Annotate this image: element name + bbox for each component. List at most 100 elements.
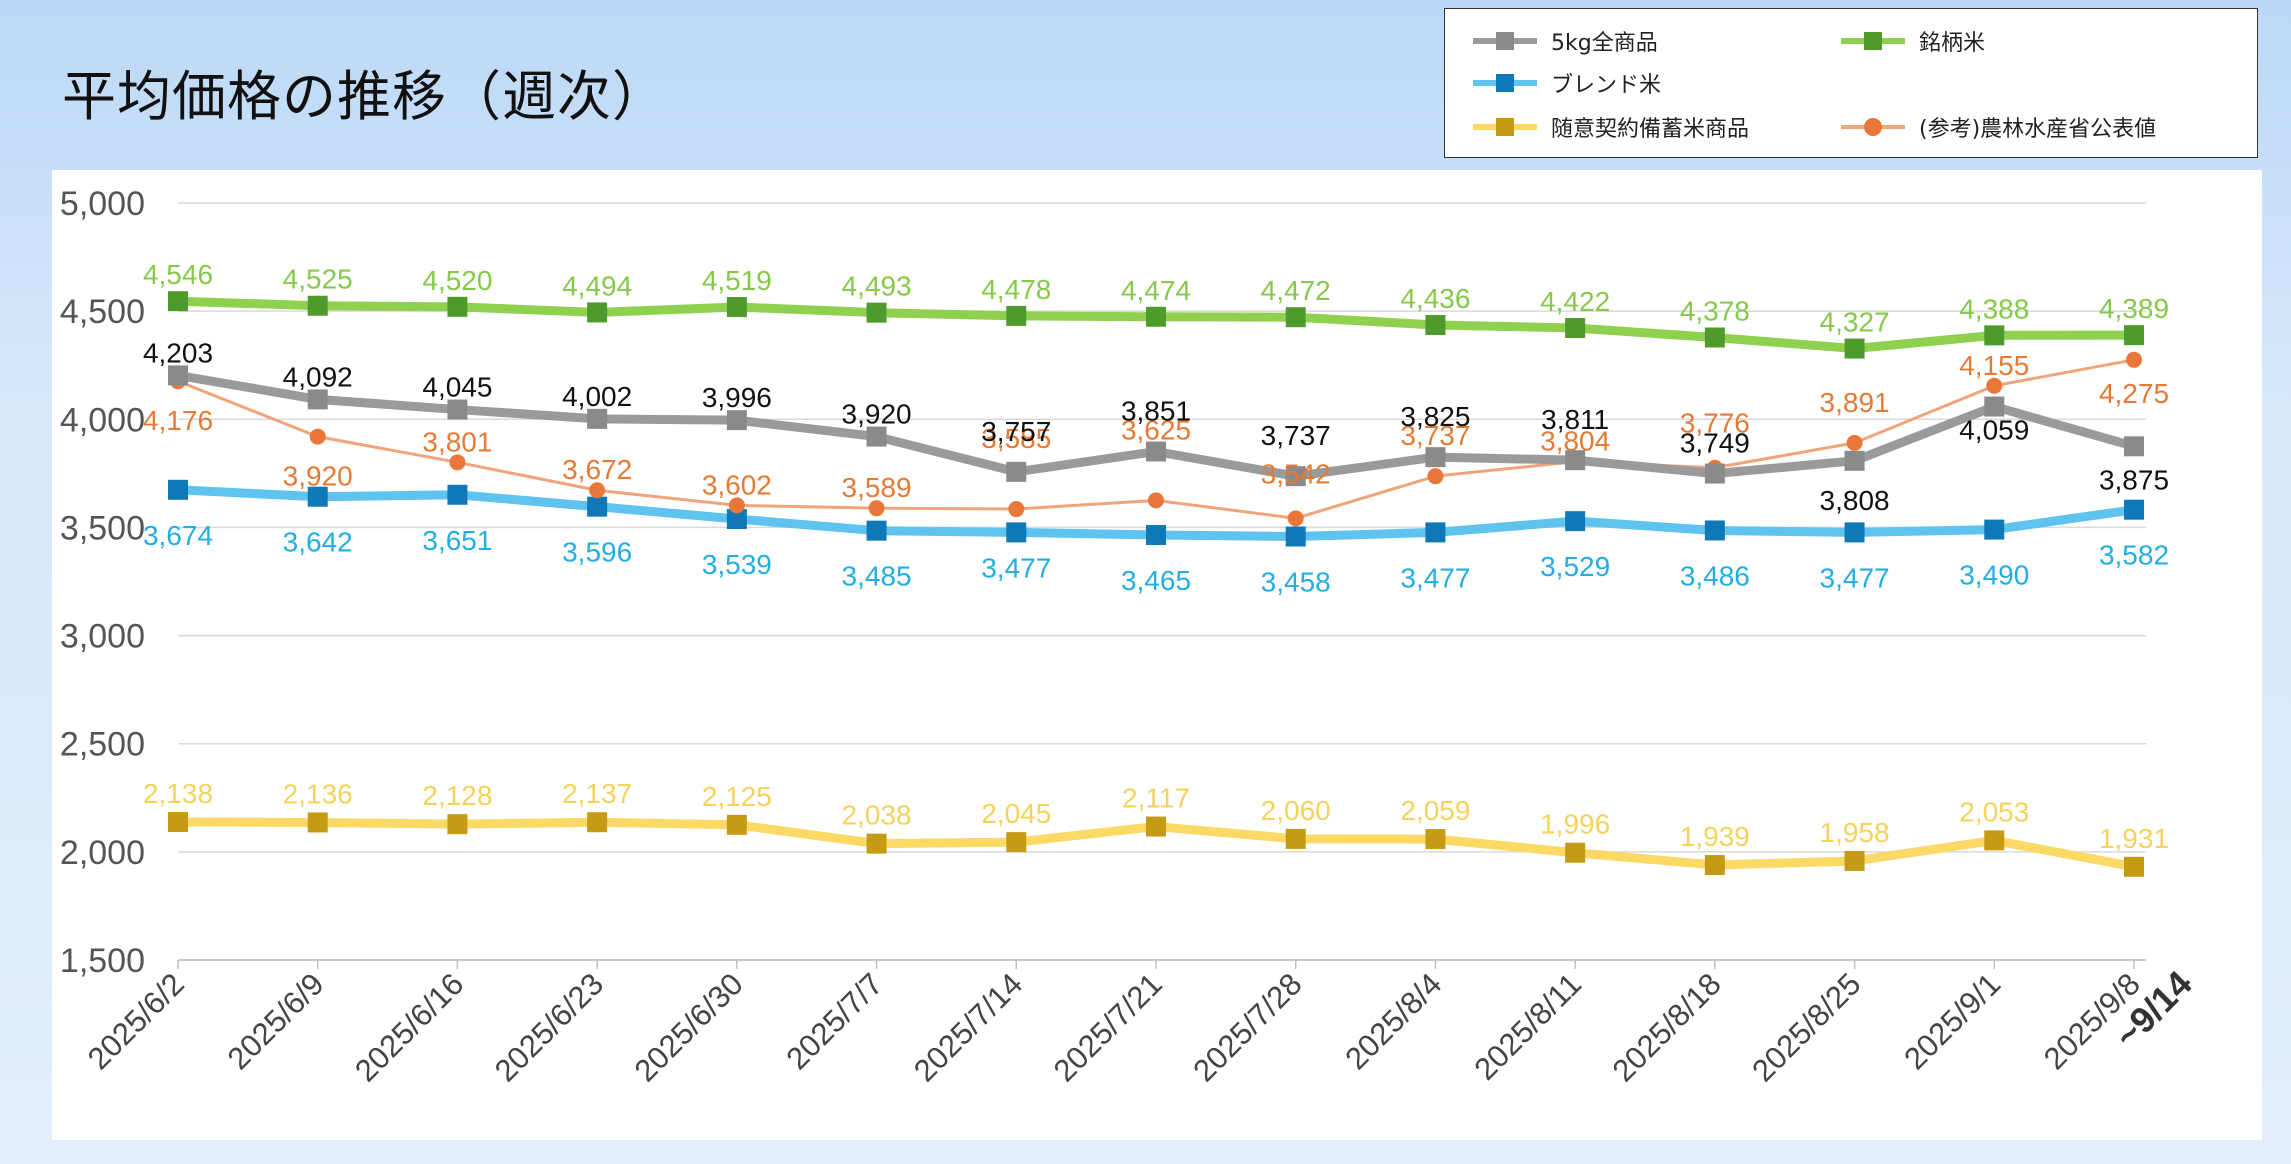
data-label: 3,477: [1400, 562, 1470, 593]
data-point: [1984, 519, 2005, 540]
legend-swatch-maff-reference: [1841, 115, 1905, 139]
data-point: [1285, 466, 1306, 487]
data-label: 4,422: [1540, 286, 1610, 317]
data-label: 3,602: [702, 469, 772, 500]
data-label: 4,436: [1400, 283, 1470, 314]
data-label: 3,582: [2099, 540, 2169, 571]
x-tick-label: 2025/8/25: [1745, 966, 1867, 1088]
data-label: 3,542: [1261, 458, 1331, 489]
data-point: [1425, 447, 1446, 468]
data-label: 1,958: [1820, 817, 1890, 848]
data-point: [587, 302, 608, 323]
data-label: 3,996: [702, 382, 772, 413]
data-label: 4,092: [283, 361, 353, 392]
data-label: 4,176: [143, 405, 213, 436]
data-point: [1844, 338, 1865, 359]
legend-swatch-5kg-all: [1473, 29, 1537, 53]
data-label: 3,808: [1820, 485, 1890, 516]
data-label: 2,059: [1400, 795, 1470, 826]
data-label: 3,851: [1121, 396, 1191, 427]
page-title: 平均価格の推移（週次）: [62, 65, 667, 128]
y-tick-label: 3,000: [60, 618, 145, 656]
data-label: 4,203: [143, 337, 213, 368]
legend-item-blend-rice[interactable]: ブレンド米: [1473, 67, 1661, 99]
data-label: 4,327: [1820, 307, 1890, 338]
data-point: [168, 479, 188, 500]
data-label: 4,493: [842, 271, 912, 302]
legend-swatch-blend-rice: [1473, 71, 1537, 95]
legend-item-5kg-all[interactable]: 5kg全商品: [1473, 25, 1658, 57]
plot-area: 1,500 2,000 2,500 3,000 3,500 4,000 4,500 5,000…: [52, 170, 2262, 1140]
data-label: 3,539: [702, 549, 772, 580]
data-label: 3,465: [1121, 565, 1191, 596]
data-point: [866, 426, 887, 447]
data-label: 3,737: [1261, 420, 1331, 451]
data-point: [1146, 816, 1166, 837]
legend-swatch-stockpile-rice: [1473, 115, 1537, 139]
data-label: 3,651: [422, 525, 492, 556]
data-point: [307, 389, 328, 410]
data-label: 3,458: [1261, 567, 1331, 598]
legend-label: (参考)農林水産省公表値: [1919, 117, 2157, 142]
data-label: 3,757: [981, 416, 1051, 447]
data-label: 2,138: [143, 778, 213, 809]
y-tick-label: 2,500: [60, 726, 145, 764]
x-tick-label: 2025/6/2: [81, 966, 191, 1076]
data-point: [1006, 461, 1027, 482]
x-tick-label: 2025/6/30: [628, 966, 750, 1088]
data-point: [1846, 434, 1863, 451]
data-label: 2,045: [981, 798, 1051, 829]
data-label: 4,059: [1959, 415, 2029, 446]
data-label: 4,002: [562, 381, 632, 412]
data-point: [2124, 436, 2144, 457]
data-label: 4,494: [562, 270, 632, 301]
data-point: [1984, 325, 2005, 346]
data-point: [726, 508, 747, 529]
data-label: 3,642: [283, 527, 353, 558]
y-tick-label: 3,500: [60, 509, 145, 547]
data-point: [307, 486, 328, 507]
x-tick-label: 2025/9/1: [1897, 966, 2007, 1076]
data-label: 4,472: [1261, 275, 1331, 306]
data-point: [1285, 307, 1306, 328]
data-label: 4,045: [422, 372, 492, 403]
legend-label: 5kg全商品: [1551, 31, 1658, 56]
data-label: 3,477: [1820, 562, 1890, 593]
data-point: [1006, 522, 1027, 543]
data-label: 2,053: [1959, 796, 2029, 827]
data-point: [1006, 832, 1027, 853]
data-point: [1565, 450, 1586, 471]
x-tick-label: 2025/8/4: [1338, 966, 1448, 1076]
data-label: 4,378: [1680, 296, 1750, 327]
data-label: 4,520: [422, 265, 492, 296]
data-label: 1,996: [1540, 809, 1610, 840]
data-point: [2124, 856, 2144, 877]
legend-item-stockpile-rice[interactable]: 随意契約備蓄米商品: [1473, 111, 1749, 143]
data-point: [1148, 492, 1164, 509]
data-point: [1146, 441, 1166, 462]
x-tick-label: 2025/7/7: [779, 966, 889, 1076]
x-tick-label: 2025/8/18: [1606, 966, 1728, 1088]
legend-swatch-brand-rice: [1841, 29, 1905, 53]
data-label: 3,749: [1680, 428, 1750, 459]
data-label: 3,674: [143, 520, 213, 551]
data-point: [868, 500, 885, 517]
data-label: 4,155: [1959, 350, 2029, 381]
data-label: 3,485: [842, 561, 912, 592]
y-tick-label: 1,500: [60, 942, 145, 980]
x-tick-label: 2025/8/11: [1467, 966, 1588, 1087]
data-label: 4,474: [1121, 275, 1191, 306]
data-label: 3,891: [1820, 387, 1890, 418]
x-tick-label: 2025/7/21: [1047, 966, 1169, 1088]
data-point: [447, 399, 468, 420]
legend-item-brand-rice[interactable]: 銘柄米: [1841, 25, 1985, 57]
data-label: 2,128: [422, 780, 492, 811]
legend-item-maff-reference[interactable]: (参考)農林水産省公表値: [1841, 111, 2156, 143]
data-label: 3,801: [422, 426, 492, 457]
data-label: 4,519: [702, 265, 772, 296]
x-tick-label: 2025/6/23: [488, 966, 610, 1088]
data-point: [1008, 501, 1025, 518]
chart-legend: 5kg全商品 銘柄米 ブレンド米 随意契約備蓄米商品 (参考)農林水産省公表値: [1444, 8, 2258, 158]
data-point: [587, 408, 608, 429]
data-point: [1984, 830, 2005, 851]
